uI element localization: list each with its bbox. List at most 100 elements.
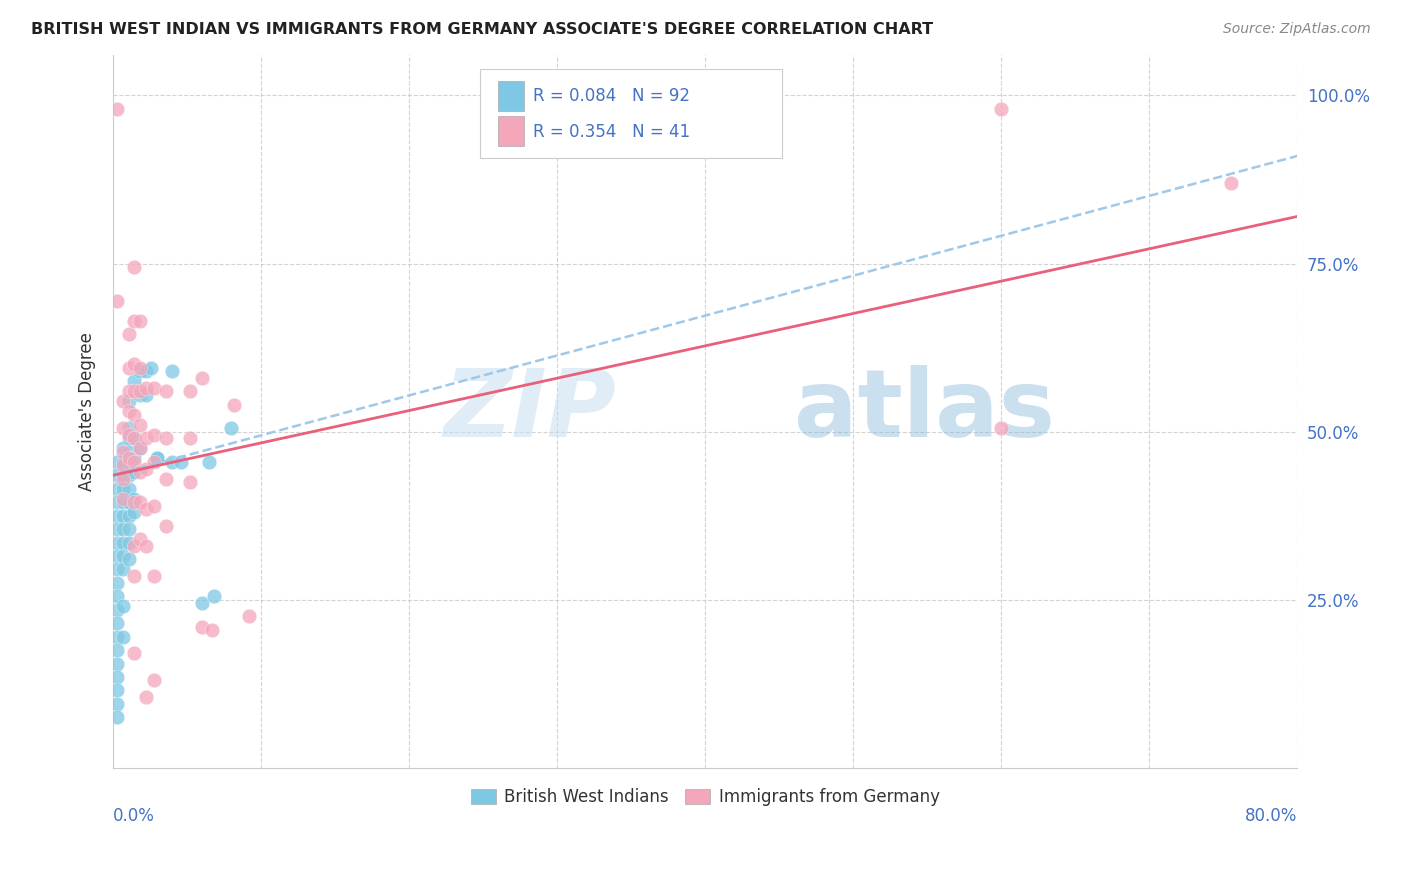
Point (105, 468, 128, 483)
Point (105, 683, 128, 698)
Point (198, 455, 221, 469)
Point (105, 102, 128, 116)
Point (118, 444, 141, 458)
Point (160, 455, 183, 469)
Point (105, 710, 128, 724)
Point (122, 451, 145, 466)
Point (105, 643, 128, 657)
Y-axis label: Associate's Degree: Associate's Degree (79, 332, 96, 491)
Point (155, 518, 177, 533)
Point (118, 404, 141, 418)
Point (179, 475, 201, 489)
Point (118, 327, 141, 342)
Point (122, 491, 145, 506)
Point (190, 371, 212, 385)
Point (105, 455, 128, 469)
Point (105, 575, 128, 590)
Text: R = 0.354   N = 41: R = 0.354 N = 41 (533, 123, 690, 141)
Point (118, 421, 141, 435)
Point (118, 360, 141, 375)
Point (112, 599, 135, 614)
FancyBboxPatch shape (479, 70, 782, 159)
Point (134, 502, 156, 516)
Point (202, 589, 225, 603)
Point (170, 455, 193, 469)
Point (112, 535, 135, 549)
Point (112, 495, 135, 509)
FancyBboxPatch shape (498, 117, 524, 146)
Point (990, 421, 1012, 435)
Point (112, 455, 135, 469)
Point (122, 455, 145, 469)
Point (122, 505, 145, 519)
Point (112, 468, 135, 483)
Point (122, 431, 145, 445)
Point (134, 364, 156, 378)
Point (155, 472, 177, 486)
Point (134, 690, 156, 705)
Point (122, 384, 145, 399)
Text: R = 0.084   N = 92: R = 0.084 N = 92 (533, 87, 690, 105)
Point (128, 360, 150, 375)
Text: Source: ZipAtlas.com: Source: ZipAtlas.com (1223, 22, 1371, 37)
Point (201, 623, 224, 637)
Point (221, 421, 243, 435)
Legend: British West Indians, Immigrants from Germany: British West Indians, Immigrants from Ge… (464, 781, 946, 813)
Point (128, 417, 150, 432)
Point (238, 609, 260, 624)
Point (224, 398, 246, 412)
Point (128, 364, 150, 378)
Point (112, 508, 135, 523)
FancyBboxPatch shape (498, 81, 524, 111)
Point (105, 562, 128, 576)
Point (105, 549, 128, 563)
Point (112, 482, 135, 496)
Text: atlas: atlas (794, 366, 1054, 458)
Point (990, 102, 1012, 116)
Point (128, 442, 150, 456)
Text: 80.0%: 80.0% (1244, 807, 1298, 825)
Point (122, 408, 145, 422)
Point (105, 616, 128, 631)
Point (190, 596, 212, 610)
Point (105, 630, 128, 644)
Point (112, 458, 135, 473)
Point (128, 532, 150, 546)
Point (118, 468, 141, 483)
Point (122, 569, 145, 583)
Point (134, 461, 156, 475)
Point (155, 431, 177, 445)
Point (118, 428, 141, 442)
Point (118, 384, 141, 399)
Point (128, 442, 150, 456)
Point (1219, 176, 1241, 190)
Point (128, 495, 150, 509)
Point (122, 260, 145, 274)
Point (118, 495, 141, 509)
Point (105, 657, 128, 671)
Text: ZIP: ZIP (443, 366, 616, 458)
Point (112, 421, 135, 435)
Point (112, 549, 135, 563)
Point (141, 360, 163, 375)
Point (105, 495, 128, 509)
Point (128, 384, 150, 399)
Point (190, 619, 212, 633)
Point (146, 451, 169, 466)
Point (155, 384, 177, 399)
Point (122, 357, 145, 371)
Point (122, 313, 145, 327)
Point (143, 499, 166, 513)
Point (105, 535, 128, 549)
Text: BRITISH WEST INDIAN VS IMMIGRANTS FROM GERMANY ASSOCIATE'S DEGREE CORRELATION CH: BRITISH WEST INDIAN VS IMMIGRANTS FROM G… (31, 22, 934, 37)
Point (105, 670, 128, 684)
Point (128, 313, 150, 327)
Point (160, 364, 183, 378)
Point (105, 589, 128, 603)
Point (146, 451, 169, 466)
Point (122, 374, 145, 388)
Point (179, 384, 201, 399)
Point (118, 522, 141, 536)
Point (112, 444, 135, 458)
Point (122, 495, 145, 509)
